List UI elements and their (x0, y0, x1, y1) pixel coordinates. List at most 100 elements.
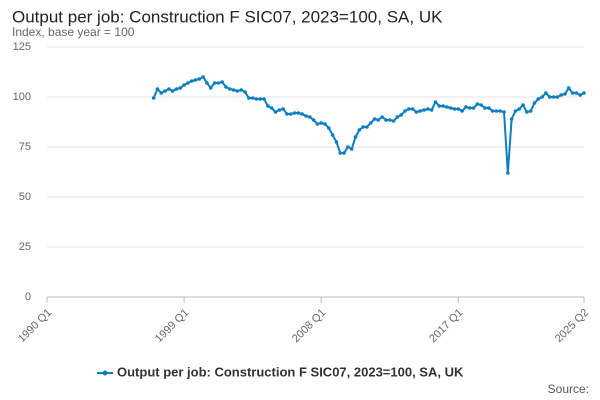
x-tick-label: 2017 Q1 (427, 307, 465, 345)
data-point (334, 140, 339, 144)
data-point (414, 110, 419, 114)
data-point (467, 106, 472, 110)
data-point (452, 107, 457, 111)
data-point (570, 91, 575, 95)
data-point (555, 95, 560, 99)
data-point (353, 135, 358, 139)
data-point (540, 95, 544, 99)
data-point (471, 106, 476, 110)
data-point (445, 105, 449, 109)
x-tick-label: 1990 Q1 (16, 307, 54, 345)
data-point (536, 97, 541, 101)
data-point (578, 93, 582, 97)
data-point (250, 96, 255, 100)
legend-entry[interactable]: Output per job: Construction F SIC07, 20… (97, 364, 464, 379)
data-point (387, 118, 392, 122)
data-point (266, 104, 270, 108)
data-point (563, 92, 567, 96)
data-point (403, 109, 407, 113)
data-point (357, 128, 362, 132)
data-point (201, 75, 205, 79)
y-tick-label: 125 (13, 41, 31, 53)
data-point (262, 97, 266, 101)
data-point (239, 88, 244, 92)
data-point (258, 97, 263, 101)
data-point (178, 86, 183, 90)
data-point (506, 171, 510, 175)
x-tick-label: 1999 Q1 (153, 307, 191, 345)
x-tick-label: 2008 Q1 (290, 307, 328, 345)
data-point (418, 109, 423, 113)
source: Source: (548, 382, 589, 396)
data-point (395, 115, 400, 119)
data-point (460, 109, 464, 113)
data-point (319, 121, 324, 125)
data-point (220, 80, 224, 84)
data-point (186, 81, 190, 85)
data-point (216, 81, 221, 85)
data-point (231, 88, 236, 92)
data-point (559, 93, 563, 97)
data-point (464, 105, 468, 109)
data-point (494, 109, 499, 113)
data-point (410, 107, 415, 111)
y-tick-label: 0 (25, 291, 31, 303)
data-point (448, 106, 453, 110)
data-point (544, 91, 548, 95)
data-point (208, 86, 213, 90)
data-point (315, 122, 320, 126)
data-point (311, 118, 316, 122)
y-axis-label: Index, base year = 100 (12, 25, 135, 39)
chart-title: Output per job: Construction F SIC07, 20… (12, 7, 443, 26)
data-point (574, 91, 579, 95)
data-point (384, 118, 388, 122)
data-point (285, 112, 289, 116)
data-point (159, 91, 164, 95)
data-point (513, 109, 518, 113)
data-point (269, 106, 274, 110)
data-point (407, 107, 411, 111)
data-point (368, 121, 373, 125)
data-point (197, 77, 202, 81)
data-point (342, 151, 346, 155)
data-point (437, 104, 442, 108)
data-point (205, 81, 209, 85)
data-point (365, 125, 369, 129)
data-point (422, 108, 426, 112)
data-point (547, 95, 552, 99)
data-point (483, 106, 487, 110)
data-point (327, 126, 331, 130)
data-point (304, 114, 308, 118)
data-point (330, 133, 335, 137)
data-point (212, 81, 217, 85)
data-point (380, 115, 384, 119)
legend-label: Output per job: Construction F SIC07, 20… (117, 364, 464, 379)
data-point (170, 89, 175, 93)
data-point (300, 112, 304, 116)
data-point (521, 103, 525, 107)
data-point (456, 107, 461, 111)
data-point (163, 89, 167, 93)
y-tick-label: 25 (19, 241, 31, 253)
data-point (182, 83, 186, 87)
y-tick-label: 100 (13, 91, 31, 103)
data-point (479, 103, 483, 107)
data-point (288, 112, 293, 116)
data-point (277, 108, 282, 112)
data-point (475, 102, 480, 106)
data-point (486, 106, 491, 110)
y-tick-label: 75 (19, 141, 31, 153)
data-point (155, 87, 160, 91)
data-point (151, 96, 156, 100)
data-point (490, 109, 495, 113)
data-point (429, 108, 434, 112)
data-point (224, 85, 228, 89)
data-point (281, 107, 285, 111)
data-point (189, 79, 194, 83)
data-point (426, 107, 430, 111)
data-point (528, 109, 533, 113)
data-point (292, 111, 297, 115)
data-point (323, 122, 327, 126)
data-point (167, 87, 171, 91)
data-point (346, 145, 350, 149)
